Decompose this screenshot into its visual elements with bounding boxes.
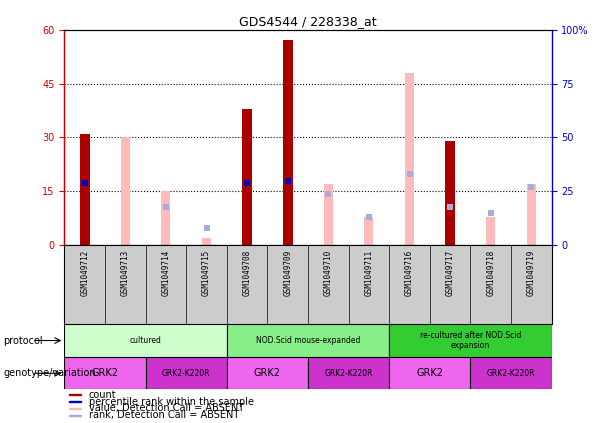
Text: GSM1049717: GSM1049717 xyxy=(446,249,455,296)
Bar xyxy=(69,401,82,402)
Text: GSM1049719: GSM1049719 xyxy=(527,249,536,296)
Text: GSM1049711: GSM1049711 xyxy=(365,249,373,296)
Bar xyxy=(64,357,145,389)
Text: NOD.Scid mouse-expanded: NOD.Scid mouse-expanded xyxy=(256,336,360,345)
Text: GRK2: GRK2 xyxy=(91,368,118,378)
Bar xyxy=(69,408,82,409)
Bar xyxy=(80,134,89,245)
Bar xyxy=(145,357,227,389)
Bar xyxy=(242,109,252,245)
Text: GSM1049716: GSM1049716 xyxy=(405,249,414,296)
Text: GSM1049710: GSM1049710 xyxy=(324,249,333,296)
Text: GRK2: GRK2 xyxy=(416,368,443,378)
Text: GSM1049712: GSM1049712 xyxy=(80,249,89,296)
Text: GRK2: GRK2 xyxy=(254,368,281,378)
Bar xyxy=(283,41,293,245)
Bar xyxy=(202,238,211,245)
Bar xyxy=(161,191,170,245)
Title: GDS4544 / 228338_at: GDS4544 / 228338_at xyxy=(239,16,377,28)
Bar xyxy=(69,394,82,395)
Text: GSM1049713: GSM1049713 xyxy=(121,249,130,296)
Text: rank, Detection Call = ABSENT: rank, Detection Call = ABSENT xyxy=(89,410,239,420)
Text: GSM1049714: GSM1049714 xyxy=(161,249,170,296)
Bar xyxy=(486,217,495,245)
Text: GSM1049708: GSM1049708 xyxy=(243,249,251,296)
Bar xyxy=(227,357,308,389)
Text: GRK2-K220R: GRK2-K220R xyxy=(162,369,210,378)
Bar xyxy=(405,73,414,245)
Bar xyxy=(445,141,455,245)
Bar xyxy=(121,137,130,245)
Bar xyxy=(527,184,536,245)
Bar xyxy=(64,324,227,357)
Text: count: count xyxy=(89,390,116,400)
Bar xyxy=(389,324,552,357)
Bar xyxy=(227,324,389,357)
Text: genotype/variation: genotype/variation xyxy=(3,368,96,378)
Text: percentile rank within the sample: percentile rank within the sample xyxy=(89,397,254,407)
Text: value, Detection Call = ABSENT: value, Detection Call = ABSENT xyxy=(89,404,244,413)
Bar xyxy=(389,357,471,389)
Bar xyxy=(308,357,389,389)
Text: GSM1049715: GSM1049715 xyxy=(202,249,211,296)
Bar xyxy=(69,415,82,416)
Bar xyxy=(471,357,552,389)
Bar xyxy=(365,217,373,245)
Text: protocol: protocol xyxy=(3,335,43,346)
Text: GSM1049709: GSM1049709 xyxy=(283,249,292,296)
Text: GSM1049718: GSM1049718 xyxy=(486,249,495,296)
Text: re-cultured after NOD.Scid
expansion: re-cultured after NOD.Scid expansion xyxy=(420,331,521,350)
Text: GRK2-K220R: GRK2-K220R xyxy=(487,369,535,378)
Text: cultured: cultured xyxy=(130,336,161,345)
Text: GRK2-K220R: GRK2-K220R xyxy=(324,369,373,378)
Bar xyxy=(324,184,333,245)
